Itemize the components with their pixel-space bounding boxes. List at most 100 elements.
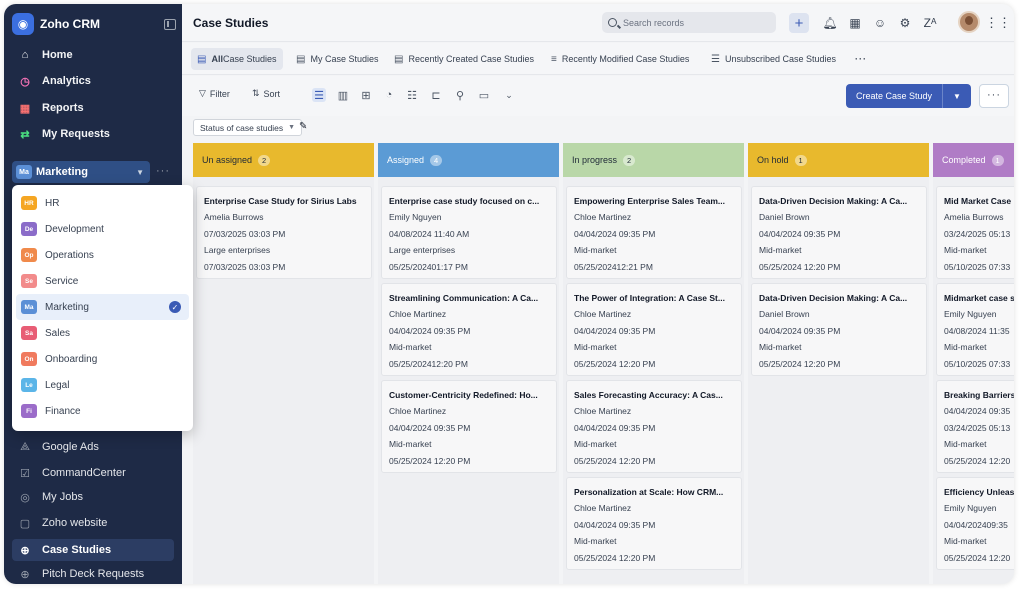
nav-item-analytics[interactable]: ◷ Analytics: [12, 70, 174, 92]
workspace-option[interactable]: Se Service: [16, 268, 189, 294]
collapse-sidebar-icon[interactable]: [164, 18, 176, 30]
avatar[interactable]: [958, 11, 980, 33]
kanban-column: Assigned 4 Enterprise case study focused o…: [378, 143, 559, 584]
card-field: Mid-market: [944, 245, 987, 255]
kanban-column: On hold 1 Data-Driven Decision Making: A C…: [748, 143, 929, 584]
card-field: 04/04/2024 09:35 PM: [574, 422, 656, 433]
sidebar-item-pitch-deck-requests[interactable]: ⊕ Pitch Deck Requests: [12, 563, 174, 584]
sidebar-item-my-jobs[interactable]: ◎ My Jobs: [12, 486, 174, 508]
workspace-option[interactable]: Le Legal: [16, 372, 189, 398]
create-case-study-button[interactable]: Create Case Study ▼: [846, 84, 971, 108]
sheet-view-icon[interactable]: ☷: [407, 89, 417, 102]
gear-icon[interactable]: ⚙: [899, 16, 911, 30]
record-card[interactable]: Streamlining Communication: A Ca... Chloe…: [381, 283, 557, 376]
filter-button[interactable]: ▽ Filter: [199, 88, 230, 99]
zia-icon[interactable]: Zᴬ: [923, 16, 937, 30]
record-card[interactable]: Breaking Barriers 04/04/2024 09:35 03/24/2…: [936, 380, 1014, 473]
map-view-icon[interactable]: ⚲: [455, 89, 465, 102]
created-view-icon: ▤: [394, 53, 404, 65]
more-options-icon[interactable]: ···: [156, 165, 170, 177]
quick-create-button[interactable]: +: [789, 13, 809, 33]
column-title: Un assigned: [202, 155, 253, 165]
more-actions-button[interactable]: ···: [979, 84, 1009, 108]
column-header[interactable]: Assigned 4: [378, 143, 559, 177]
record-card[interactable]: Customer-Centricity Redefined: Ho... Chlo…: [381, 380, 557, 473]
record-card[interactable]: Sales Forecasting Accuracy: A Cas... Chlo…: [566, 380, 742, 473]
unsubscribed-view-icon: ☰: [711, 53, 720, 65]
column-title: Completed: [942, 155, 986, 165]
jobs-icon: ◎: [20, 491, 30, 504]
kanban-view-icon[interactable]: ▥: [337, 89, 349, 102]
nav-item-reports[interactable]: ▦ Reports: [12, 97, 174, 119]
module-icon: ⊕: [20, 544, 30, 557]
card-field: Large enterprises: [204, 245, 271, 255]
workspace-option[interactable]: Fi Finance: [16, 398, 189, 424]
table-view-icon[interactable]: ⊞: [361, 89, 371, 102]
list-view-icon[interactable]: ☰: [312, 88, 326, 102]
record-card[interactable]: Data-Driven Decision Making: A Ca... Dani…: [751, 186, 927, 279]
chevron-down-icon[interactable]: ▼: [953, 91, 961, 101]
nav-item-label: My Requests: [42, 128, 110, 140]
tab-label: Recently Created Case Studies: [408, 54, 535, 64]
card-title: Enterprise case study focused on c...: [389, 196, 540, 206]
calendar-view-icon[interactable]: ▭: [478, 89, 490, 102]
record-card[interactable]: Efficiency Unleash Emily Nguyen 04/04/2024…: [936, 477, 1014, 570]
tab-my-case-studies[interactable]: ▤ My Case Studies: [290, 48, 384, 70]
sidebar-item-commandcenter[interactable]: ☑ CommandCenter: [12, 462, 174, 484]
card-field: 05/25/2024 12:20 PM: [389, 455, 471, 466]
nav-item-home[interactable]: ⌂ Home: [12, 44, 174, 66]
edit-pencil-icon[interactable]: ✎: [299, 121, 308, 132]
card-title: Mid Market Case: [944, 196, 1012, 206]
column-header[interactable]: In progress 2: [563, 143, 744, 177]
app-grid-icon[interactable]: ⋮⋮: [985, 15, 1011, 30]
column-header[interactable]: Un assigned 2: [193, 143, 374, 177]
workspace-select[interactable]: Ma Marketing ▼: [12, 161, 150, 183]
workspace-option[interactable]: Sa Sales: [16, 320, 189, 346]
record-card[interactable]: Data-Driven Decision Making: A Ca... Dani…: [751, 283, 927, 376]
tab-all-case-studies[interactable]: ▤ All Case Studies: [191, 48, 283, 70]
workspace-option-label: Development: [45, 223, 104, 235]
column-header[interactable]: Completed 1: [933, 143, 1014, 177]
tab-unsubscribed[interactable]: ☰ Unsubscribed Case Studies: [705, 48, 842, 70]
record-card[interactable]: Mid Market Case Amelia Burrows 03/24/2025 …: [936, 186, 1014, 279]
tab-recently-created[interactable]: ▤ Recently Created Case Studies: [388, 48, 540, 70]
status-filter-chip[interactable]: Status of case studies ▼: [193, 119, 303, 136]
sidebar-item-google-ads[interactable]: ⟁ Google Ads: [12, 436, 174, 458]
record-card[interactable]: Empowering Enterprise Sales Team... Chloe…: [566, 186, 742, 279]
timeline-view-icon[interactable]: ⊏: [431, 89, 441, 102]
record-card[interactable]: The Power of Integration: A Case St... Ch…: [566, 283, 742, 376]
card-field: 05/25/2024 12:20 PM: [574, 358, 656, 369]
card-field: 05/25/2024 12:20 PM: [574, 455, 656, 466]
sidebar-item-zoho-website[interactable]: ▢ Zoho website: [12, 512, 174, 534]
record-card[interactable]: Enterprise case study focused on c... Emi…: [381, 186, 557, 279]
brand: ◉ Zoho CRM: [12, 12, 176, 36]
card-field: Emily Nguyen: [944, 309, 997, 319]
column-count-badge: 2: [258, 154, 271, 166]
record-card[interactable]: Personalization at Scale: How CRM... Chlo…: [566, 477, 742, 570]
sidebar-item-case-studies[interactable]: ⊕ Case Studies: [12, 539, 174, 561]
tab-recently-modified[interactable]: ≡ Recently Modified Case Studies: [545, 48, 695, 70]
chart-view-icon[interactable]: ◔: [385, 89, 393, 101]
workspace-option-label: Service: [45, 275, 79, 287]
workspace-option[interactable]: Op Operations: [16, 242, 189, 268]
workspace-option[interactable]: HR HR: [16, 190, 189, 216]
chevron-down-icon[interactable]: ⌄: [505, 89, 513, 100]
sort-button[interactable]: ⇅ Sort: [252, 88, 280, 99]
bell-icon[interactable]: 🔔︎: [822, 16, 838, 30]
more-views-icon[interactable]: ···: [855, 54, 867, 64]
card-field: 05/25/202401:17 PM: [389, 261, 468, 272]
workspace-option[interactable]: De Development: [16, 216, 189, 242]
search-input[interactable]: Search records: [602, 12, 776, 33]
signals-icon[interactable]: ☺: [873, 16, 887, 30]
column-header[interactable]: On hold 1: [748, 143, 929, 177]
tab-label: My Case Studies: [310, 54, 379, 64]
calendar-icon[interactable]: ▦: [849, 16, 861, 30]
record-card[interactable]: Enterprise Case Study for Sirius Labs Ame…: [196, 186, 372, 279]
card-field: Chloe Martinez: [574, 212, 632, 222]
record-card[interactable]: Midmarket case s Emily Nguyen 04/08/2024 1…: [936, 283, 1014, 376]
nav-item-label: Analytics: [42, 75, 91, 87]
workspace-option[interactable]: Ma Marketing ✓: [16, 294, 189, 320]
kanban-board: Un assigned 2 Enterprise Case Study for Si…: [193, 143, 1014, 584]
nav-item-my-requests[interactable]: ⇄ My Requests: [12, 123, 174, 145]
workspace-option[interactable]: On Onboarding: [16, 346, 189, 372]
